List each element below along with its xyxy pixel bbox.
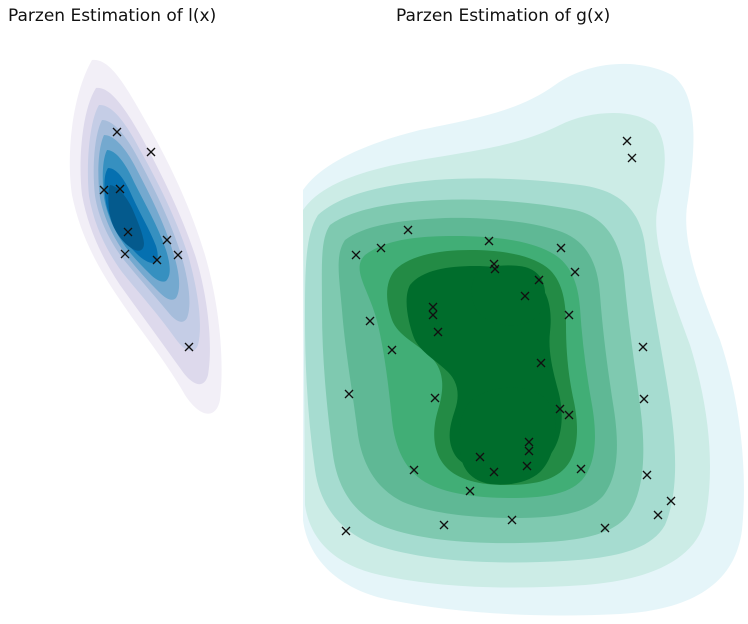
density-l	[69, 59, 222, 414]
sample-point-1-3	[376, 243, 386, 253]
sample-point-1-11	[520, 291, 530, 301]
sample-point-1-28	[409, 465, 419, 475]
sample-point-1-23	[555, 404, 565, 414]
sample-point-1-9	[570, 267, 580, 277]
chart-title-g: Parzen Estimation of g(x)	[396, 6, 611, 26]
sample-point-0-5	[162, 235, 172, 245]
sample-point-1-34	[666, 496, 676, 506]
sample-point-1-22	[639, 394, 649, 404]
sample-point-1-19	[536, 358, 546, 368]
sample-point-1-12	[428, 302, 438, 312]
sample-point-0-0	[112, 127, 122, 137]
sample-point-1-31	[576, 464, 586, 474]
sample-point-1-16	[433, 327, 443, 337]
sample-point-0-7	[152, 255, 162, 265]
sample-point-1-13	[428, 310, 438, 320]
sample-point-1-10	[534, 275, 544, 285]
sample-point-1-30	[522, 461, 532, 471]
sample-point-0-2	[99, 185, 109, 195]
sample-point-0-6	[120, 249, 130, 259]
sample-point-1-2	[403, 225, 413, 235]
sample-point-1-36	[507, 515, 517, 525]
sample-point-0-8	[173, 250, 183, 260]
density-g	[303, 63, 744, 616]
contour-g-9	[471, 265, 546, 326]
sample-markers	[99, 127, 676, 536]
contour-g-10	[459, 387, 556, 485]
sample-point-1-32	[642, 470, 652, 480]
chart-title-l: Parzen Estimation of l(x)	[8, 6, 217, 26]
sample-point-1-27	[475, 452, 485, 462]
sample-point-0-9	[184, 342, 194, 352]
sample-point-0-1	[146, 147, 156, 157]
sample-point-1-29	[489, 467, 499, 477]
sample-point-1-37	[439, 520, 449, 530]
sample-point-1-33	[465, 486, 475, 496]
sample-point-1-0	[622, 136, 632, 146]
contour-l-8	[108, 185, 144, 251]
sample-point-1-17	[387, 345, 397, 355]
sample-point-1-38	[600, 523, 610, 533]
sample-point-0-4	[123, 227, 133, 237]
sample-point-1-24	[564, 410, 574, 420]
sample-point-1-6	[556, 243, 566, 253]
sample-point-1-35	[653, 510, 663, 520]
sample-point-1-26	[524, 446, 534, 456]
sample-point-1-8	[490, 264, 500, 274]
sample-point-1-1	[627, 153, 637, 163]
sample-point-1-4	[351, 250, 361, 260]
sample-point-0-3	[115, 184, 125, 194]
sample-point-1-21	[430, 393, 440, 403]
sample-point-1-18	[638, 342, 648, 352]
sample-point-1-15	[564, 310, 574, 320]
sample-point-1-5	[484, 236, 494, 246]
sample-point-1-39	[341, 526, 351, 536]
sample-point-1-20	[344, 389, 354, 399]
sample-point-1-14	[365, 316, 375, 326]
sample-point-1-25	[524, 437, 534, 447]
